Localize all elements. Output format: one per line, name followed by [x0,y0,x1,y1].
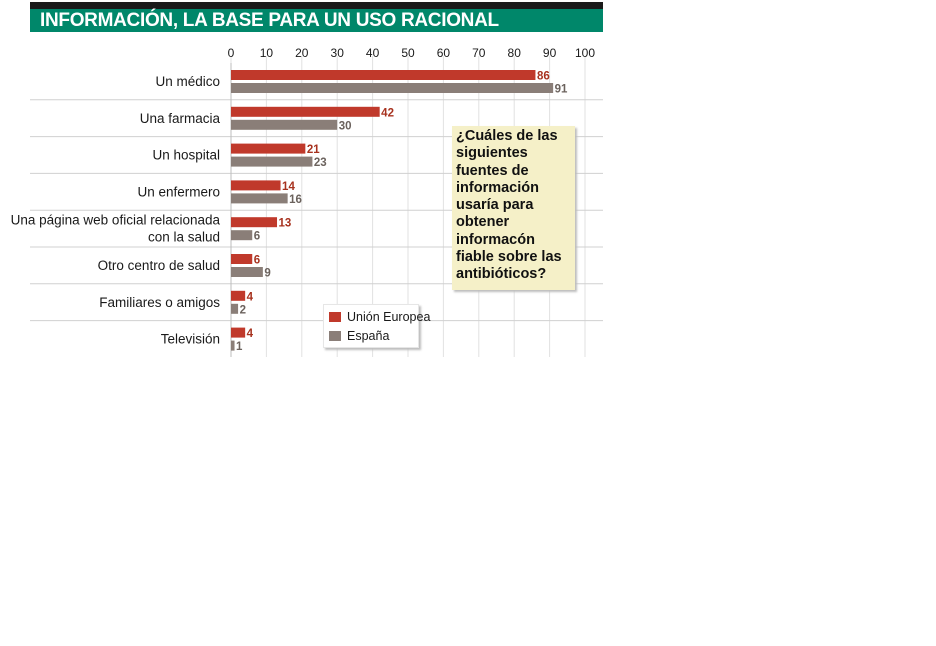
category-label: Televisión [161,332,220,347]
data-label-es: 2 [240,304,246,316]
bar-es [231,119,338,130]
chart-title: INFORMACIÓN, LA BASE PARA UN USO RACIONA… [40,10,499,31]
x-tick-label: 50 [401,46,415,60]
legend-label-es: España [347,329,390,343]
question-text: ¿Cuáles de las siguientes fuentes de inf… [456,128,562,283]
data-label-eu: 4 [247,291,254,303]
x-tick-label: 70 [472,46,486,60]
legend-label-eu: Unión Europea [347,310,431,324]
data-label-eu: 6 [254,255,260,267]
x-tick-label: 100 [575,46,595,60]
data-label-eu: 14 [282,181,295,193]
data-label-eu: 13 [279,218,292,230]
top-rule [30,2,603,9]
bar-es [231,193,288,204]
x-tick-label: 10 [260,46,274,60]
data-label-es: 6 [254,231,260,243]
legend: Unión Europea España [323,304,430,348]
x-tick-label: 40 [366,46,380,60]
bar-eu [231,217,278,228]
bar-es [231,230,253,241]
data-label-eu: 21 [307,144,320,156]
category-label: Una página web oficial relacionada [11,213,221,228]
bar-es [231,267,263,277]
data-label-eu: 42 [381,107,394,119]
bar-eu [231,106,380,117]
category-label: Una farmacia [140,111,221,126]
bar-es [231,340,235,351]
question-box: ¿Cuáles de las siguientes fuentes de inf… [452,126,575,290]
category-label: con la salud [148,230,220,245]
bar-es [231,83,554,93]
data-label-es: 9 [264,268,270,280]
bar-eu [231,143,306,154]
bar-es [231,156,313,167]
bar-eu [231,180,281,191]
data-label-es: 1 [236,341,243,353]
x-tick-label: 60 [437,46,451,60]
x-tick-label: 20 [295,46,309,60]
bar-eu [231,327,246,338]
legend-swatch-es [329,331,341,341]
category-label: Otro centro de salud [98,258,220,273]
bar-es [231,303,239,314]
x-tick-label: 80 [508,46,522,60]
legend-swatch-eu [329,312,341,322]
bar-eu [231,290,246,301]
x-tick-label: 90 [543,46,557,60]
data-label-es: 30 [339,120,352,132]
category-label: Un hospital [152,148,220,163]
legend-item-es: España [329,328,389,344]
legend-item-eu: Unión Europea [329,309,430,325]
bar-eu [231,254,253,264]
data-label-eu: 86 [537,71,550,83]
data-label-es: 91 [555,84,568,96]
data-label-eu: 4 [247,328,254,340]
x-tick-label: 0 [228,46,235,60]
data-label-es: 16 [289,194,302,206]
category-label: Un médico [155,74,220,89]
category-label: Familiares o amigos [99,295,220,310]
category-label: Un enfermero [137,184,220,199]
data-label-es: 23 [314,157,327,169]
title-bar: INFORMACIÓN, LA BASE PARA UN USO RACIONA… [30,9,603,32]
x-tick-label: 30 [331,46,345,60]
bar-eu [231,70,536,80]
